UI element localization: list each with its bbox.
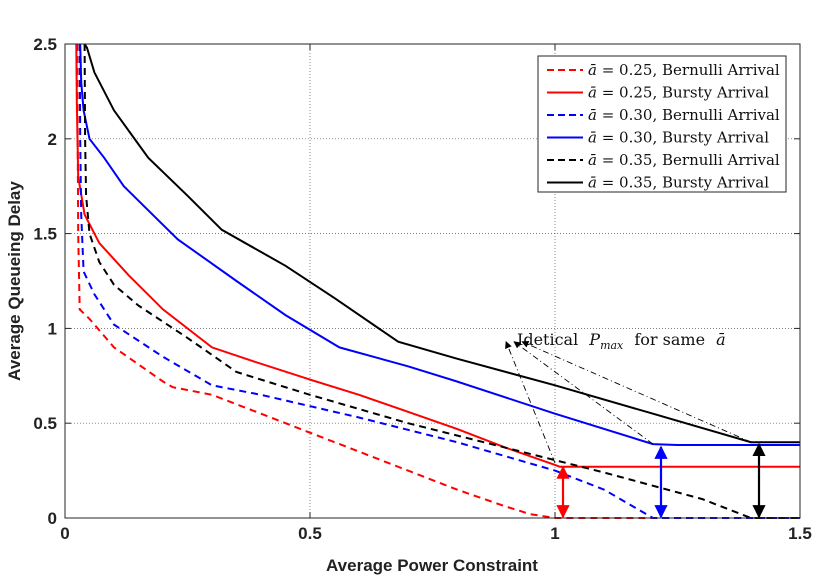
y-tick-label: 0 <box>48 509 57 528</box>
annotation-arrow-3 <box>521 340 752 443</box>
x-tick-label: 1 <box>550 524 559 543</box>
y-tick-label: 1.5 <box>33 225 57 244</box>
legend-abar: ā <box>588 174 597 192</box>
annotation-subscript: max <box>600 339 624 352</box>
legend-label-3: ā = 0.30, Bernulli Arrival <box>588 106 780 124</box>
legend-label-2: ā = 0.25, Bursty Arrival <box>588 84 769 102</box>
series-line-1 <box>76 43 800 519</box>
series-line-6 <box>83 43 800 444</box>
annotation-abar: ā <box>716 330 726 349</box>
x-axis-label: Average Power Constraint <box>326 556 538 575</box>
annotation-arrow-2 <box>513 341 654 445</box>
y-tick-label: 2 <box>48 130 57 149</box>
legend-label-4: ā = 0.30, Bursty Arrival <box>588 129 769 147</box>
legend-abar: ā <box>588 151 597 169</box>
annotation-prefix: Idetical <box>517 330 578 349</box>
plot-frame <box>64 43 801 519</box>
legend-label-5: ā = 0.35, Bernulli Arrival <box>588 151 780 169</box>
x-tick-label: 0 <box>60 524 69 543</box>
legend-label-6: ā = 0.35, Bursty Arrival <box>588 174 769 192</box>
legend-abar: ā <box>588 61 597 79</box>
y-tick-label: 1 <box>48 319 57 338</box>
legend-value: = 0.30, Bursty Arrival <box>597 129 769 147</box>
legend-value: = 0.25, Bernulli Arrival <box>597 61 780 79</box>
legend-value: = 0.35, Bursty Arrival <box>597 174 769 192</box>
series-line-3 <box>78 43 800 519</box>
legend-value: = 0.25, Bursty Arrival <box>597 84 769 102</box>
legend-value: = 0.30, Bernulli Arrival <box>597 106 780 124</box>
legend-abar: ā <box>588 106 597 124</box>
annotation-arrow-1 <box>505 341 556 464</box>
annotation-middle: for same <box>634 330 705 349</box>
legend-box <box>537 55 787 193</box>
series-line-5 <box>83 43 800 519</box>
annotation-symbol: P <box>588 330 600 349</box>
y-axis-label: Average Queueing Delay <box>5 181 24 381</box>
legend-abar: ā <box>588 129 597 147</box>
series-line-2 <box>75 43 800 468</box>
annotation-text: Idetical Pmax for same ā <box>517 330 726 353</box>
series-layer <box>75 43 800 519</box>
x-tick-label: 0.5 <box>298 524 322 543</box>
arrows-layer <box>556 442 766 519</box>
legend-abar: ā <box>588 84 597 102</box>
x-tick-label: 1.5 <box>788 524 812 543</box>
y-tick-label: 0.5 <box>33 414 57 433</box>
ticks-layer: 0 0.5 1 1.5 0 0.5 1 1.5 2 2.5 <box>33 35 811 543</box>
legend-label-1: ā = 0.25, Bernulli Arrival <box>588 61 780 79</box>
y-tick-label: 2.5 <box>33 35 57 54</box>
annotation: Idetical Pmax for same ā <box>505 330 752 464</box>
legend-value: = 0.35, Bernulli Arrival <box>597 151 780 169</box>
series-line-4 <box>79 43 800 446</box>
